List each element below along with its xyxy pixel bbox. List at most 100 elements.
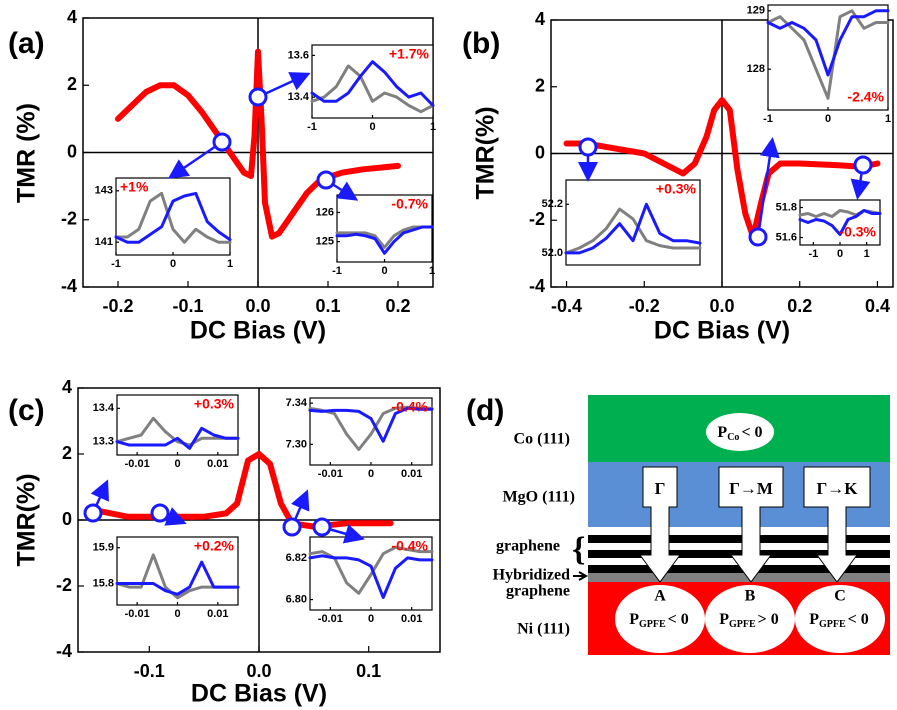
panel-label: (a) [8,27,45,60]
y-tick-label: 6.82 [286,552,307,564]
y-tick-label: 2 [62,443,72,463]
x-tick-label: 0.4 [865,296,890,316]
series-line [335,225,434,255]
ellipse [705,585,795,653]
symbol: P [717,424,727,441]
series-line [798,209,882,236]
path-label: Γ→M [729,479,773,498]
state-name: A [654,588,666,605]
series-line [308,554,434,599]
x-tick-label: 1 [885,113,891,125]
y-tick-label: 13.4 [288,91,310,103]
x-tick-label: 0.0 [245,296,270,316]
y-tick-label: -4 [56,641,72,661]
y-tick-label: -4 [529,276,545,296]
x-tick-label: 1 [864,248,870,260]
layer-label: MgO (111) [503,489,575,506]
x-tick-label: 0 [174,608,180,620]
marker-circle [853,155,873,175]
y-tick-label: 6.80 [286,593,307,605]
block-arrow [718,466,784,583]
state-name: B [745,588,756,605]
x-tick-label: -0.2 [629,296,660,316]
y-tick-label: -2 [56,575,72,595]
y-tick-label: 126 [316,206,334,218]
relation: < 0 [848,611,869,628]
annotation: +0.3% [656,181,697,197]
symbol: P [719,611,729,628]
y-axis-label: TMR(%) [13,473,41,566]
annotation: -2.4% [847,89,884,105]
x-tick-label: 0.1 [356,661,381,681]
y-tick-label: 15.9 [93,542,114,554]
y-tick-label: 2 [535,76,545,96]
y-tick-label: 4 [535,9,545,29]
marker-circle [282,517,302,537]
marker-circle [578,137,598,157]
x-tick-label: -0.4 [551,296,582,316]
y-tick-label: 0 [535,142,545,162]
annotation: -0.3% [839,224,876,240]
subscript: GPFE [729,619,756,630]
x-tick-label: 0.1 [315,296,340,316]
marker-circle [316,170,336,190]
x-tick-label: 1 [430,121,436,133]
x-tick-label: 1 [227,258,233,270]
hybrid-layer [588,573,890,582]
state-polarization: PGPFE < 0 [809,611,869,631]
x-tick-label: -0.01 [318,613,343,625]
marker-circle [312,517,332,537]
y-tick-label: 7.34 [286,397,308,409]
path-label: Γ [655,479,666,498]
symbol: P [629,611,639,628]
x-tick-label: 0 [174,458,180,470]
y-axis-label: TMR (%) [13,103,41,203]
ellipse [615,585,705,653]
annotation: -0.7% [391,196,428,212]
y-tick-label: 0 [62,509,72,529]
annotation: +0.3% [194,396,235,412]
x-tick-label: 0 [837,248,843,260]
y-tick-label: 51.6 [776,231,797,243]
state-name: C [834,588,846,605]
y-tick-label: 0 [67,141,77,161]
x-tick-label: 0 [170,258,176,270]
state-polarization: PGPFE > 0 [719,611,779,631]
path-label: Γ→K [816,479,858,498]
x-tick-label: 0 [369,121,375,133]
y-tick-label: -2 [529,209,545,229]
series-line [335,225,434,249]
y-tick-label: 52.2 [542,198,563,210]
annotation: -0.4% [391,538,428,554]
x-tick-label: -0.01 [125,608,150,620]
y-tick-label: 128 [747,63,765,75]
x-tick-label: -1 [763,113,773,125]
symbol: P [809,611,819,628]
x-tick-label: 0.01 [207,608,228,620]
x-tick-label: 0.2 [385,296,410,316]
marker-circle [248,87,268,107]
series-line [310,64,435,114]
marker-circle [150,503,170,523]
x-tick-label: 0 [368,468,374,480]
x-tick-label: 0 [368,613,374,625]
relation: < 0 [741,424,762,441]
y-tick-label: 51.8 [776,201,797,213]
layer-label: Hybridized [493,567,570,584]
y-axis-label: TMR(%) [472,106,500,199]
x-tick-label: 0.0 [709,296,734,316]
x-tick-label: 0.01 [401,468,422,480]
series-line [115,426,240,450]
series-line [310,60,435,107]
block-arrow [803,466,871,583]
state-polarization: PGPFE < 0 [629,611,689,631]
series-line [115,416,240,447]
marker-circle [212,132,232,152]
panel-label: (c) [8,394,45,427]
y-tick-label: 13.4 [93,402,115,414]
brace: { [572,531,585,568]
plot-frame [311,44,434,119]
annotation: +0.2% [194,538,235,554]
y-tick-label: 4 [62,377,72,397]
